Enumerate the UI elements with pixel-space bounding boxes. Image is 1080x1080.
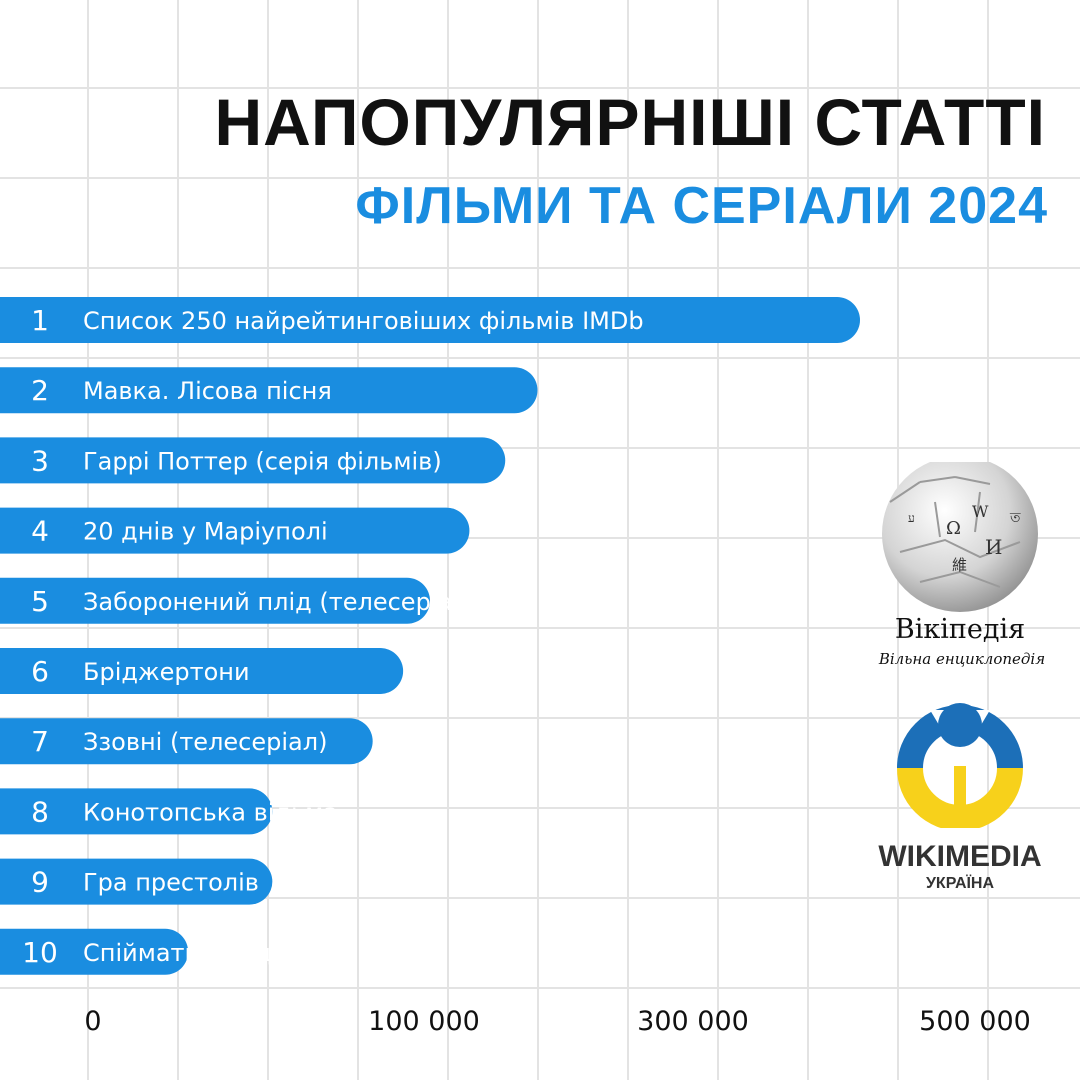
bar <box>0 788 273 835</box>
bar-label: Заборонений плід (телесеріал) <box>83 588 477 616</box>
bar <box>0 577 430 624</box>
wikipedia-globe-icon: Ω W И 維 ত ע <box>882 462 1038 612</box>
bar <box>0 437 506 484</box>
bar <box>0 297 860 343</box>
bar-rank: 1 <box>31 304 49 337</box>
bar <box>0 367 538 414</box>
bar <box>0 648 404 694</box>
bar-label: Гра престолів <box>83 869 259 897</box>
bar-label: Список 250 найрейтинговіших фільмів IMDb <box>83 307 644 335</box>
bar-label: Ззовні (телесеріал) <box>83 728 327 756</box>
bar-label: Конотопська відьма <box>83 798 338 826</box>
bar-rank: 2 <box>31 374 49 407</box>
bar-rank: 3 <box>31 444 49 477</box>
bar-label: Спіймати Кайдаша <box>83 939 323 967</box>
x-tick-label: 100 000 <box>368 1006 480 1037</box>
bar <box>0 718 373 765</box>
svg-text:維: 維 <box>952 556 967 574</box>
bar-label: 20 днів у Маріуполі <box>83 518 328 546</box>
bar <box>0 858 273 905</box>
bar-rank: 4 <box>31 515 49 548</box>
bar-rank: 8 <box>31 795 49 828</box>
bar-rank: 5 <box>31 585 49 618</box>
svg-text:Ω: Ω <box>946 518 961 539</box>
wikimedia-icon <box>897 703 1023 828</box>
bar-rank: 9 <box>31 866 49 899</box>
svg-text:W: W <box>972 502 989 521</box>
wikipedia-name: Вікіпедія <box>895 614 1025 645</box>
bar <box>0 928 189 975</box>
x-tick-label: 500 000 <box>919 1006 1031 1037</box>
svg-text:ত: ত <box>1009 510 1021 526</box>
chart-subtitle: ФІЛЬМИ ТА СЕРІАЛИ 2024 <box>355 177 1048 235</box>
bar-rank: 6 <box>31 655 49 688</box>
x-tick-label: 300 000 <box>637 1006 749 1037</box>
svg-text:И: И <box>985 535 1002 559</box>
svg-text:ע: ע <box>908 511 915 525</box>
bar-rank: 7 <box>31 725 49 758</box>
wikipedia-tagline: Вільна енциклопедія <box>878 650 1045 668</box>
bar-label: Бріджертони <box>83 658 250 686</box>
bar-label: Мавка. Лісова пісня <box>83 377 332 405</box>
chart-title: НАПОПУЛЯРНІШІ СТАТТІ <box>214 85 1046 159</box>
bar-rank: 10 <box>22 936 58 969</box>
wikipedia-logo: Ω W И 維 ত ע Вікіпедія Вільна енциклопеді… <box>878 462 1045 668</box>
x-tick-label: 0 <box>84 1006 101 1037</box>
wikimedia-ukraine-logo: WIKIMEDIA УКРАЇНА <box>878 703 1042 892</box>
bar-label: Гаррі Поттер (серія фільмів) <box>83 447 442 475</box>
bar <box>0 507 470 554</box>
wikimedia-name: WIKIMEDIA <box>878 840 1041 873</box>
wikimedia-sub: УКРАЇНА <box>926 874 995 892</box>
